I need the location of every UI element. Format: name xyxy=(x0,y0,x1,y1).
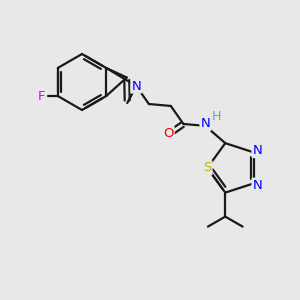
Text: N: N xyxy=(253,144,262,157)
Text: N: N xyxy=(253,179,262,192)
Text: N: N xyxy=(131,80,141,92)
Text: H: H xyxy=(212,110,221,123)
Text: N: N xyxy=(200,117,210,130)
Text: O: O xyxy=(163,127,174,140)
Text: S: S xyxy=(203,161,212,174)
Text: F: F xyxy=(38,89,46,103)
